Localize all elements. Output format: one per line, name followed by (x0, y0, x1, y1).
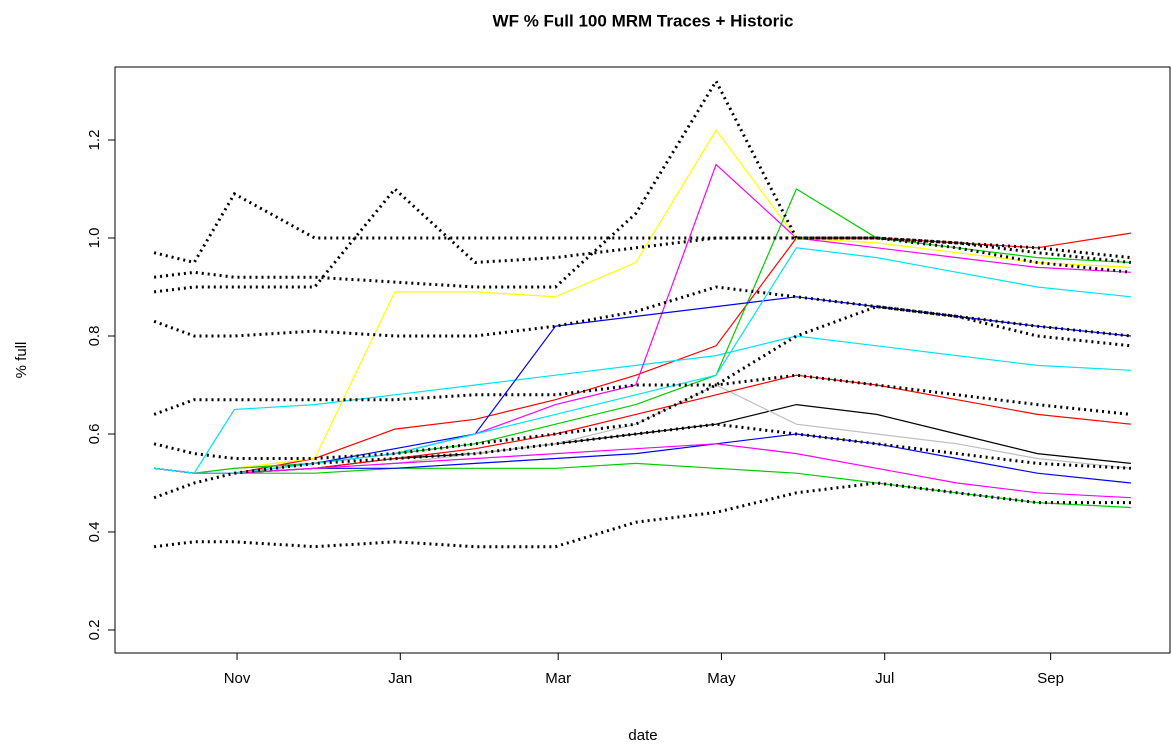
x-tick-label: Mar (545, 670, 571, 687)
historic-trace (153, 481, 1131, 549)
y-tick-label: 0.6 (86, 424, 103, 445)
historic-trace (153, 186, 1132, 294)
historic-trace (153, 373, 1132, 416)
historic-trace (153, 305, 1132, 460)
historic-trace (153, 78, 1132, 289)
trace (154, 232, 1131, 474)
historic-trace (153, 422, 1131, 500)
y-tick-label: 0.4 (86, 522, 103, 543)
trace (154, 462, 1131, 509)
historic-trace (153, 191, 1132, 265)
y-tick-label: 1.2 (86, 130, 103, 151)
y-tick-label: 0.2 (86, 620, 103, 641)
y-tick-label: 1.0 (86, 228, 103, 249)
x-tick-label: Sep (1037, 670, 1064, 687)
chart-title: WF % Full 100 MRM Traces + Historic (493, 11, 794, 30)
x-tick-label: Jan (388, 670, 412, 687)
plot-area (153, 78, 1132, 549)
trace (154, 433, 1131, 484)
trace (154, 335, 1131, 474)
y-tick-label: 0.8 (86, 326, 103, 347)
x-axis-label: date (628, 727, 657, 744)
y-axis-label: % full (13, 342, 30, 379)
trace (154, 247, 1131, 474)
trace (154, 129, 1131, 474)
trace (154, 188, 1131, 474)
trace (154, 374, 1131, 474)
plot-frame (114, 66, 1171, 654)
trace (154, 296, 1131, 474)
x-tick-label: Nov (224, 670, 251, 687)
historic-trace (153, 285, 1132, 338)
x-tick-label: May (707, 670, 736, 687)
trace (154, 443, 1131, 499)
x-tick-label: Jul (875, 670, 894, 687)
